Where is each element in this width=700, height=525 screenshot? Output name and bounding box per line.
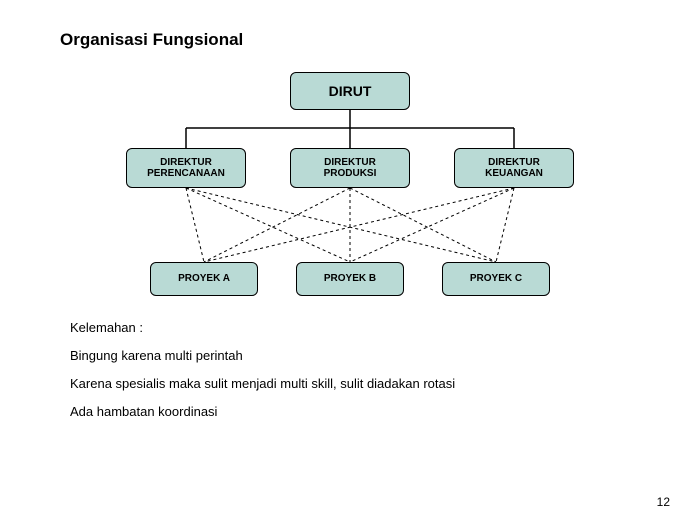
node-proj2: PROYEK B	[296, 262, 404, 296]
weaknesses-item: Ada hambatan koordinasi	[70, 404, 217, 419]
weaknesses-item: Bingung karena multi perintah	[70, 348, 243, 363]
node-root: DIRUT	[290, 72, 410, 110]
node-dir1: DIREKTURPERENCANAAN	[126, 148, 246, 188]
node-dir3: DIREKTURKEUANGAN	[454, 148, 574, 188]
node-dir2: DIREKTURPRODUKSI	[290, 148, 410, 188]
weaknesses-item: Karena spesialis maka sulit menjadi mult…	[70, 376, 455, 391]
node-proj3: PROYEK C	[442, 262, 550, 296]
page-title: Organisasi Fungsional	[60, 30, 243, 50]
node-proj1: PROYEK A	[150, 262, 258, 296]
page-number: 12	[657, 495, 670, 509]
weaknesses-heading: Kelemahan :	[70, 320, 143, 335]
